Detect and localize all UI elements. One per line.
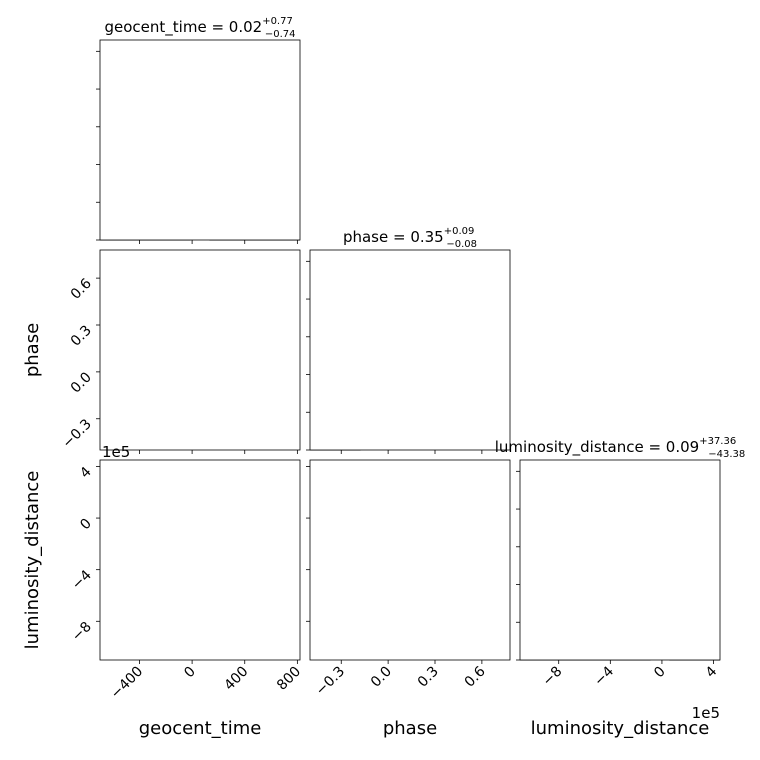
x-axis-label-geocent_time: geocent_time bbox=[139, 718, 262, 739]
y-tick-label-phase: −0.3 bbox=[59, 416, 94, 451]
y-tick-label-phase: 0.3 bbox=[68, 323, 95, 350]
x-tick-label-geocent_time: 0 bbox=[181, 664, 199, 682]
y-tick-label-luminosity_distance: −4 bbox=[69, 567, 95, 593]
x-tick-label-geocent_time: 800 bbox=[274, 664, 304, 694]
panel-frame bbox=[99, 39, 301, 241]
panel-frame bbox=[309, 249, 511, 451]
panel-frame bbox=[99, 249, 301, 451]
y-tick-label-phase: 0.0 bbox=[68, 369, 95, 396]
x-tick-label-phase: 0.0 bbox=[368, 664, 395, 691]
x-tick-label-geocent_time: 400 bbox=[221, 664, 251, 694]
y-tick-label-phase: 0.6 bbox=[68, 276, 95, 303]
x-axis-label-luminosity_distance: luminosity_distance bbox=[531, 718, 710, 739]
panel-title-geocent_time: geocent_time = 0.02+0.77 −0.74 bbox=[105, 16, 296, 40]
y-tick-label-luminosity_distance: 4 bbox=[77, 464, 95, 482]
panel-frame bbox=[309, 459, 511, 661]
panel-frame bbox=[519, 459, 721, 661]
panel-frame bbox=[99, 459, 301, 661]
x-axis-label-phase: phase bbox=[383, 718, 437, 739]
x-tick-label-luminosity_distance: 4 bbox=[703, 663, 721, 681]
x-tick-label-phase: 0.6 bbox=[462, 663, 489, 690]
x-offset-label: 1e5 bbox=[692, 704, 720, 722]
x-tick-label-luminosity_distance: −4 bbox=[591, 663, 617, 689]
panel-title-phase: phase = 0.35+0.09 −0.08 bbox=[343, 226, 477, 250]
panel-title-luminosity_distance: luminosity_distance = 0.09+37.36 −43.38 bbox=[495, 436, 745, 460]
x-tick-label-luminosity_distance: 0 bbox=[651, 664, 669, 682]
y-tick-label-luminosity_distance: 0 bbox=[77, 516, 95, 534]
x-tick-label-phase: 0.3 bbox=[415, 664, 442, 691]
y-offset-label: 1e5 bbox=[102, 443, 130, 461]
y-tick-label-luminosity_distance: −8 bbox=[69, 619, 95, 645]
y-axis-label-phase: phase bbox=[22, 323, 43, 377]
x-tick-label-geocent_time: −400 bbox=[108, 664, 147, 703]
y-axis-label-luminosity_distance: luminosity_distance bbox=[22, 471, 43, 650]
x-tick-label-luminosity_distance: −8 bbox=[540, 664, 566, 690]
x-tick-label-phase: −0.3 bbox=[313, 664, 348, 699]
